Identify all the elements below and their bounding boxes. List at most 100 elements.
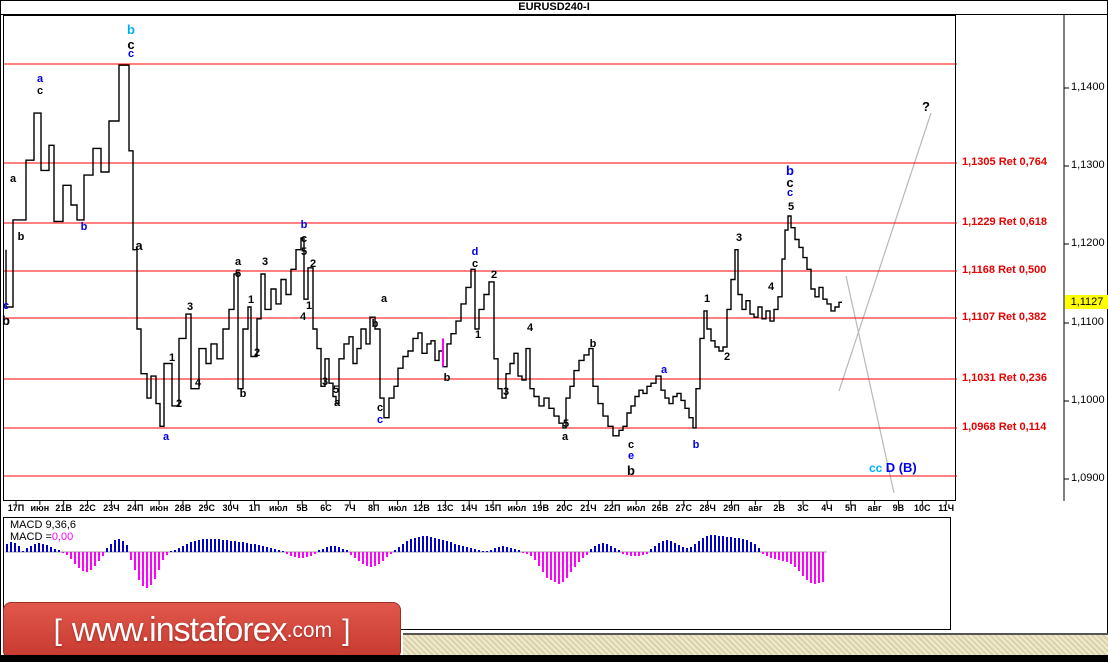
macd-histogram [5, 535, 827, 588]
texture-strip [403, 633, 1108, 655]
date-label: 28В [174, 503, 192, 513]
macd-settings-label: MACD 9,36,6 [10, 519, 77, 531]
wave-label: c [36, 85, 44, 97]
wave-label: b [80, 221, 88, 233]
wave-label: ? [922, 99, 930, 114]
date-label: 27С [675, 503, 693, 513]
date-label: 28Ч [699, 503, 716, 513]
wave-label: b [371, 318, 379, 330]
wave-label: 2 [723, 351, 731, 363]
wave-label: 4 [767, 281, 775, 293]
date-label: авг [867, 503, 882, 513]
price-chart-panel [3, 15, 956, 501]
date-label: 2В [773, 503, 785, 513]
date-label: 19В [532, 503, 549, 513]
wave-label: 1 [247, 294, 255, 306]
date-label: 12В [413, 503, 430, 513]
date-label: июн [30, 503, 50, 513]
wave-label: 3 [502, 386, 510, 398]
wave-label: a [234, 256, 242, 268]
wave-label: b [692, 439, 700, 451]
wave-label: 2 [175, 398, 183, 410]
wave-label: 4 [194, 377, 202, 389]
date-label: 24П [127, 503, 144, 513]
fib-level-label: 1,0968 Ret 0,114 [962, 421, 1047, 433]
wave-label: a [660, 364, 668, 376]
wave-label: 3 [186, 301, 194, 313]
chart-title: EURUSD240-I [518, 1, 590, 13]
wave-label: b [627, 463, 635, 478]
wave-label: b [2, 313, 10, 328]
wave-label: 3 [321, 376, 329, 388]
wave-label: 2 [309, 258, 317, 270]
wave-label: b [17, 231, 25, 243]
wave-label: c [2, 300, 10, 312]
fib-level-label: 1,1305 Ret 0,764 [962, 156, 1048, 168]
wave-label: 1 [168, 352, 176, 364]
wave-label: 5 [332, 384, 340, 396]
date-label: 7Ч [344, 503, 356, 513]
wave-label: 4 [526, 322, 534, 334]
wave-label: 1 [305, 300, 313, 312]
wave-label: a [9, 173, 17, 185]
date-label: 29С [198, 503, 216, 513]
date-label: 6С [320, 503, 332, 513]
date-label: 30Ч [222, 503, 239, 513]
date-label: июл [268, 503, 288, 513]
price-axis-label: 1,0900 [1071, 472, 1105, 484]
wave-d-b-label: D (B) [885, 460, 917, 475]
wave-label: b [443, 372, 451, 384]
price-axis-label: 1,1200 [1071, 237, 1105, 249]
bottom-border [1, 655, 1108, 662]
wave-label: b [127, 22, 135, 37]
date-label: 1П [248, 503, 261, 513]
date-label: 29П [723, 503, 740, 513]
date-label: 5В [296, 503, 308, 513]
wave-label: 1 [703, 293, 711, 305]
date-label: 4Ч [821, 503, 833, 513]
date-label: 5П [845, 503, 857, 513]
wave-label: a [380, 293, 388, 305]
title-bar: EURUSD240-I [1, 1, 1107, 15]
wave-label: c [376, 402, 384, 414]
price-axis-label: 1,1400 [1071, 81, 1105, 93]
wave-label: b [300, 219, 308, 231]
wave-label: 5 [234, 268, 242, 280]
instaforex-logo[interactable]: [ www.instaforex .com ] [3, 602, 401, 659]
wave-label: 4 [299, 311, 307, 323]
price-bars [5, 64, 842, 437]
wave-label: a [561, 431, 569, 443]
date-label: 13С [437, 503, 454, 513]
date-label: 21В [55, 503, 72, 513]
date-label: 11Ч [938, 503, 955, 513]
wave-label: a [333, 397, 341, 409]
logo-bracket-right: ] [342, 613, 351, 647]
logo-url-main: www.instaforex [71, 611, 288, 649]
fib-lines [4, 63, 957, 477]
date-label: июл [507, 503, 527, 513]
date-label: 20С [556, 503, 573, 513]
wave-label: d [471, 246, 479, 258]
date-label: 14Ч [460, 503, 478, 513]
wave-label: 3 [735, 232, 743, 244]
date-label: 10С [914, 503, 931, 513]
projection-lines [838, 112, 932, 494]
date-label: 15П [484, 503, 502, 513]
wave-label: b [786, 163, 794, 178]
macd-value-label: MACD =0,00 [10, 531, 73, 543]
wave-label: c [127, 37, 135, 52]
wave-label: 2 [253, 347, 261, 359]
price-axis [1063, 15, 1069, 501]
current-price-value: 1,1127 [1070, 296, 1104, 308]
wave-label: 2 [490, 269, 498, 281]
date-label: июн [149, 503, 169, 513]
wave-label: c [300, 233, 308, 245]
date-label: 23Ч [103, 503, 120, 513]
logo-bracket-left: [ [53, 613, 62, 647]
wave-label: 5 [562, 418, 570, 430]
wave-label: 3 [261, 256, 269, 268]
date-label: 9В [892, 503, 905, 513]
wave-label: a [162, 431, 170, 443]
wave-label: a [36, 73, 44, 85]
